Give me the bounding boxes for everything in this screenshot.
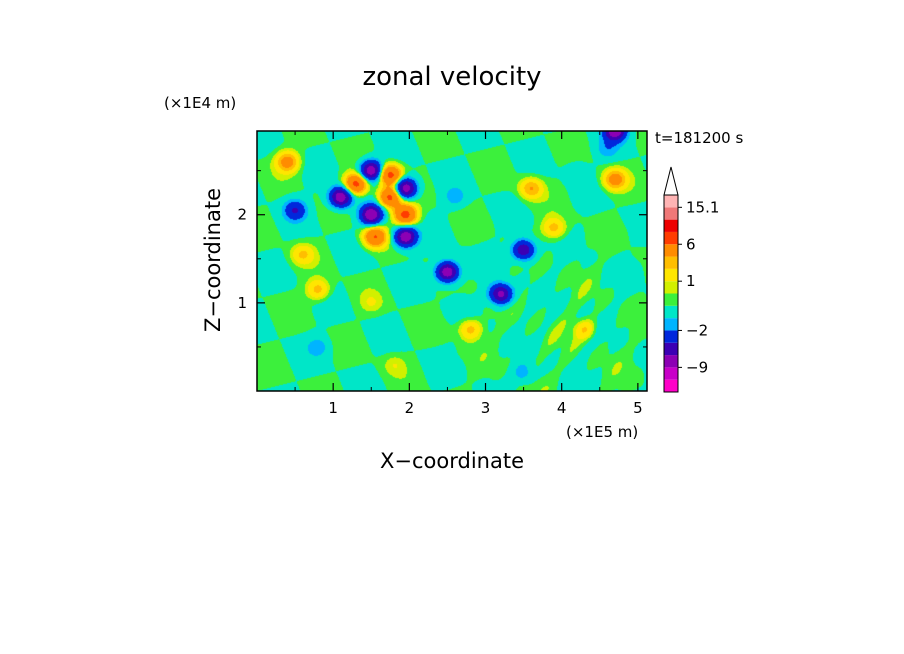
y-axis: 12 (237, 170, 647, 348)
y-tick-label-2: 2 (237, 206, 247, 224)
colorbar-label-1: 15.1 (686, 198, 719, 216)
colorbar-level-7 (664, 305, 678, 319)
y-axis-label: Z−coordinate (201, 188, 225, 332)
colorbar-level-1 (664, 379, 678, 392)
colorbar-level-10 (664, 268, 678, 282)
colorbar-level-8 (664, 293, 678, 306)
x-tick-label-5: 5 (633, 399, 643, 417)
x-axis: 1 2 3 4 5 (294, 131, 643, 417)
time-label: t=181200 s (655, 129, 743, 147)
x-tick-label-4: 4 (557, 399, 567, 417)
colorbar-label-3: 1 (686, 272, 696, 290)
colorbar-level-2 (664, 367, 678, 380)
y-scale-label: (×1E4 m) (164, 94, 236, 112)
colorbar-level-12 (664, 244, 678, 257)
contour-field (257, 131, 647, 391)
colorbar-level-11 (664, 256, 678, 269)
colorbar-label-5: −9 (686, 358, 708, 376)
colorbar: 15.1 6 1 −2 −9 (663, 166, 719, 393)
colorbar-label-2: 6 (686, 235, 696, 253)
chart-title: zonal velocity (362, 62, 541, 92)
x-scale-label: (×1E5 m) (566, 423, 638, 441)
x-tick-label-3: 3 (481, 399, 491, 417)
colorbar-label-4: −2 (686, 321, 708, 339)
colorbar-level-16 (664, 195, 678, 208)
colorbar-level-4 (664, 342, 678, 356)
x-axis-label: X−coordinate (380, 449, 524, 473)
colorbar-level-13 (664, 231, 678, 245)
colorbar-level-6 (664, 318, 678, 331)
y-tick-label-1: 1 (237, 294, 247, 312)
plot-frame (256, 130, 648, 392)
colorbar-level-15 (664, 207, 678, 220)
colorbar-level-5 (664, 330, 678, 343)
colorbar-level-9 (664, 281, 678, 294)
colorbar-arrow (663, 166, 679, 196)
colorbar-level-14 (664, 219, 678, 232)
x-tick-label-1: 1 (328, 399, 338, 417)
x-tick-label-2: 2 (405, 399, 415, 417)
colorbar-level-3 (664, 355, 678, 368)
